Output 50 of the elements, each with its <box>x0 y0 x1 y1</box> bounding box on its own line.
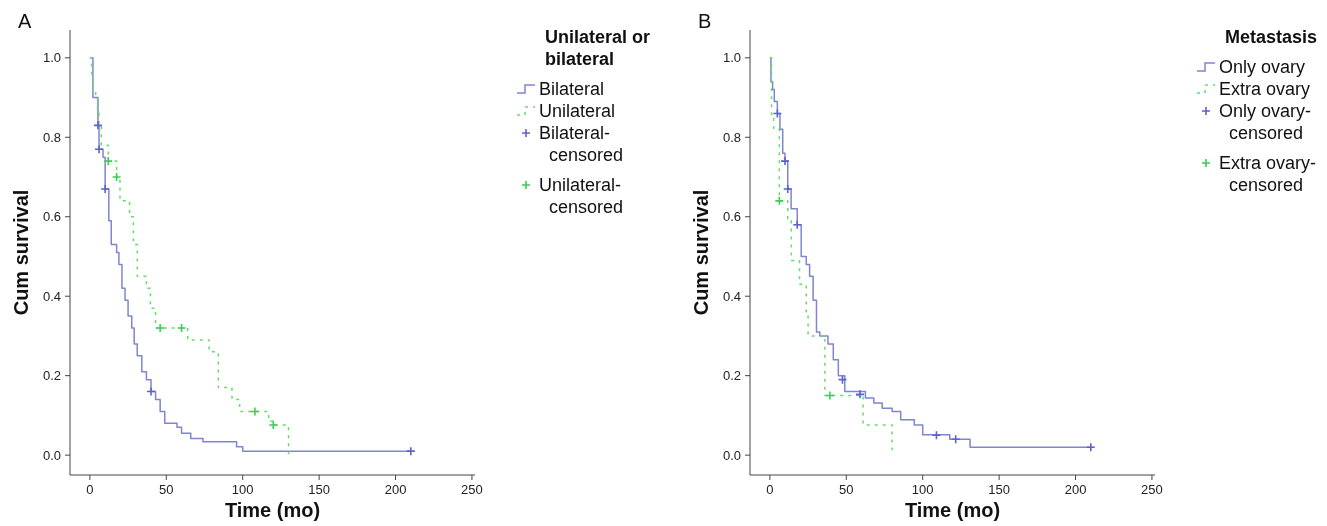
legend-label: Extra ovary <box>1219 79 1311 99</box>
chart-title: B <box>698 10 712 32</box>
y-tick-label: 0.4 <box>42 288 61 304</box>
y-tick-label: 1.0 <box>42 50 61 66</box>
x-tick-label: 50 <box>839 482 854 497</box>
y-tick-label: 0.4 <box>722 288 741 304</box>
x-tick-label: 100 <box>231 482 254 497</box>
point <box>1086 442 1096 452</box>
y-axis-title: Cum survival <box>690 189 712 316</box>
legend-title: Unilateral or bilateral <box>545 27 651 69</box>
point <box>100 184 110 194</box>
x-tick-label: 150 <box>308 482 330 497</box>
chart-title: A <box>18 10 32 32</box>
legend-label: Unilateral <box>539 101 616 121</box>
x-tick-label: 0 <box>86 482 94 497</box>
x-tick-label: 0 <box>766 482 774 497</box>
point <box>406 446 416 456</box>
x-tick-label: 250 <box>461 482 483 497</box>
y-axis-title: Cum survival <box>10 189 32 316</box>
y-tick-label: 0.0 <box>42 447 61 463</box>
x-tick-label: 100 <box>911 482 934 497</box>
legend-label: Bilateral-censored <box>539 123 624 165</box>
y-tick-label: 0.8 <box>722 129 741 145</box>
legend-label: Only ovary-censored <box>1219 101 1312 143</box>
y-tick-label: 0.6 <box>722 209 741 225</box>
y-tick-label: 0.8 <box>42 129 61 145</box>
point <box>950 434 961 445</box>
y-tick-label: 0.2 <box>42 368 61 384</box>
point <box>782 184 793 194</box>
point <box>103 156 114 166</box>
y-tick-label: 0.0 <box>722 447 741 463</box>
legend-label: Extra ovary-censored <box>1219 153 1317 195</box>
x-tick-label: 150 <box>988 482 1010 497</box>
x-tick-label: 200 <box>1064 482 1087 497</box>
point <box>268 420 279 430</box>
y-tick-label: 1.0 <box>722 50 741 66</box>
y-tick-label: 0.2 <box>722 368 741 384</box>
y-tick-label: 0.6 <box>42 209 61 225</box>
x-axis-title: Time (mo) <box>904 499 1001 521</box>
legend-label: Bilateral <box>539 79 605 99</box>
legend-label: Unilateral-censored <box>539 175 624 217</box>
legend-title: Metastasis <box>1225 27 1318 47</box>
x-tick-label: 200 <box>384 482 407 497</box>
point <box>94 144 104 154</box>
point <box>155 323 165 333</box>
legend-label: Only ovary <box>1219 57 1306 77</box>
x-axis-title: Time (mo) <box>224 499 321 521</box>
x-tick-label: 250 <box>1141 482 1163 497</box>
point <box>780 156 790 166</box>
x-tick-label: 50 <box>159 482 174 497</box>
